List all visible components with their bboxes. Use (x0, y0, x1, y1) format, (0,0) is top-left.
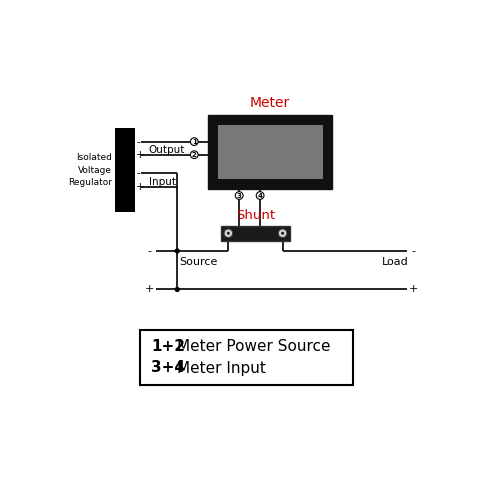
Text: Load: Load (382, 256, 409, 266)
Text: Input: Input (148, 176, 176, 186)
Text: +: + (136, 150, 145, 160)
Text: Meter: Meter (250, 96, 290, 110)
Circle shape (278, 229, 287, 237)
Bar (115, 128, 134, 212)
Text: Shunt: Shunt (236, 210, 275, 222)
Text: 4: 4 (258, 192, 262, 198)
Text: 3: 3 (237, 192, 242, 198)
Circle shape (176, 288, 179, 292)
Text: Source: Source (179, 256, 217, 266)
Text: 1: 1 (192, 138, 196, 144)
Bar (208, 116, 332, 188)
Text: Meter Input: Meter Input (177, 360, 266, 376)
Text: +: + (144, 284, 154, 294)
Circle shape (190, 138, 198, 145)
Text: -: - (136, 168, 140, 178)
Circle shape (227, 232, 230, 235)
Circle shape (176, 249, 179, 253)
Text: +: + (136, 182, 145, 192)
Text: Meter Power Source: Meter Power Source (177, 339, 330, 354)
Text: -: - (148, 246, 152, 256)
Text: 2: 2 (192, 152, 196, 158)
Text: 1+2: 1+2 (151, 339, 185, 354)
Text: -: - (412, 246, 416, 256)
Text: +: + (409, 284, 418, 294)
Text: -: - (136, 136, 140, 146)
Circle shape (224, 229, 232, 237)
Circle shape (236, 192, 243, 200)
Text: Isolated
Voltage
Regulator: Isolated Voltage Regulator (68, 153, 112, 187)
Circle shape (190, 151, 198, 158)
Circle shape (256, 192, 264, 200)
Circle shape (281, 232, 284, 235)
Bar (222, 226, 290, 241)
Bar (218, 124, 323, 180)
Bar (140, 330, 353, 385)
Text: Output: Output (148, 144, 185, 154)
Text: 3+4: 3+4 (151, 360, 185, 376)
